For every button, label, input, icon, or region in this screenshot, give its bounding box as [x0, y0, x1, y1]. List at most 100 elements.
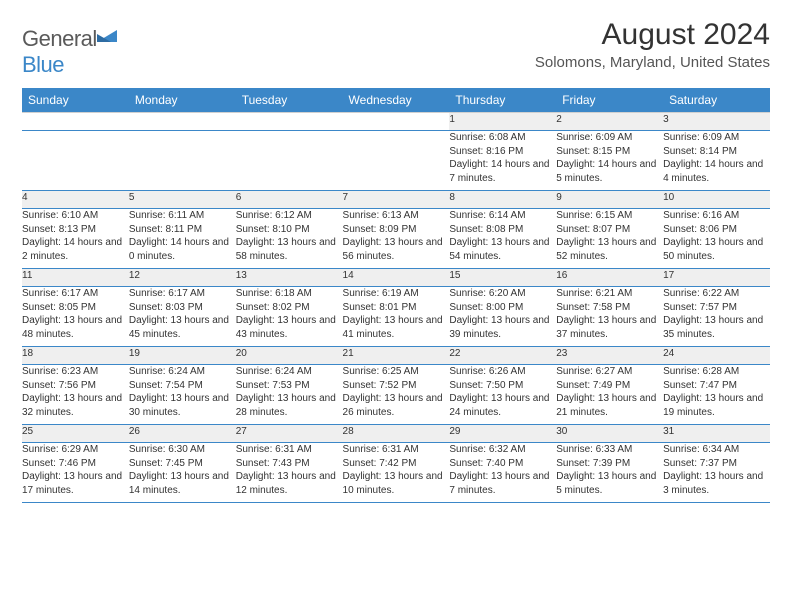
day-detail-cell: Sunrise: 6:17 AMSunset: 8:03 PMDaylight:…	[129, 287, 236, 347]
day-detail-cell: Sunrise: 6:28 AMSunset: 7:47 PMDaylight:…	[663, 365, 770, 425]
sunset-text: Sunset: 7:49 PM	[556, 379, 663, 393]
sunset-text: Sunset: 8:09 PM	[343, 223, 450, 237]
sunrise-text: Sunrise: 6:14 AM	[449, 209, 556, 223]
day-detail-row: Sunrise: 6:17 AMSunset: 8:05 PMDaylight:…	[22, 287, 770, 347]
sunset-text: Sunset: 7:56 PM	[22, 379, 129, 393]
sunset-text: Sunset: 8:00 PM	[449, 301, 556, 315]
sunset-text: Sunset: 8:16 PM	[449, 145, 556, 159]
day-number-cell: 2	[556, 113, 663, 131]
logo-triangle-icon	[97, 30, 119, 46]
day-number-cell: 9	[556, 191, 663, 209]
day-detail-cell: Sunrise: 6:25 AMSunset: 7:52 PMDaylight:…	[343, 365, 450, 425]
day-header: Tuesday	[236, 88, 343, 113]
day-detail-cell: Sunrise: 6:31 AMSunset: 7:43 PMDaylight:…	[236, 443, 343, 503]
day-number-cell: 21	[343, 347, 450, 365]
day-detail-cell	[22, 131, 129, 191]
day-number-cell: 19	[129, 347, 236, 365]
day-detail-cell: Sunrise: 6:29 AMSunset: 7:46 PMDaylight:…	[22, 443, 129, 503]
day-detail-row: Sunrise: 6:23 AMSunset: 7:56 PMDaylight:…	[22, 365, 770, 425]
sunrise-text: Sunrise: 6:16 AM	[663, 209, 770, 223]
sunrise-text: Sunrise: 6:25 AM	[343, 365, 450, 379]
calendar-table: SundayMondayTuesdayWednesdayThursdayFrid…	[22, 88, 770, 503]
calendar-page: General Blue August 2024 Solomons, Maryl…	[0, 0, 792, 521]
day-detail-cell: Sunrise: 6:24 AMSunset: 7:53 PMDaylight:…	[236, 365, 343, 425]
day-detail-cell: Sunrise: 6:23 AMSunset: 7:56 PMDaylight:…	[22, 365, 129, 425]
day-detail-row: Sunrise: 6:08 AMSunset: 8:16 PM Daylight:…	[22, 131, 770, 191]
day-number-cell: 13	[236, 269, 343, 287]
daylight-text: Daylight: 13 hours and 7 minutes.	[449, 470, 556, 497]
brand-part1: General	[22, 26, 97, 51]
sunset-text: Sunset: 8:06 PM	[663, 223, 770, 237]
daylight-text: Daylight: 13 hours and 32 minutes.	[22, 392, 129, 419]
day-number-cell: 3	[663, 113, 770, 131]
day-number-cell: 24	[663, 347, 770, 365]
day-detail-cell: Sunrise: 6:14 AMSunset: 8:08 PMDaylight:…	[449, 209, 556, 269]
daylight-text: Daylight: 13 hours and 35 minutes.	[663, 314, 770, 341]
day-detail-cell: Sunrise: 6:09 AMSunset: 8:15 PMDaylight:…	[556, 131, 663, 191]
day-detail-cell: Sunrise: 6:08 AMSunset: 8:16 PMDaylight:…	[449, 131, 556, 191]
sunset-text: Sunset: 7:47 PM	[663, 379, 770, 393]
sunrise-text: Sunrise: 6:23 AM	[22, 365, 129, 379]
sunset-text: Sunset: 7:54 PM	[129, 379, 236, 393]
sunrise-text: Sunrise: 6:18 AM	[236, 287, 343, 301]
sunrise-text: Sunrise: 6:26 AM	[449, 365, 556, 379]
day-detail-cell: Sunrise: 6:26 AMSunset: 7:50 PMDaylight:…	[449, 365, 556, 425]
daylight-text: Daylight: 14 hours and 4 minutes.	[663, 158, 770, 185]
sunrise-text: Sunrise: 6:32 AM	[449, 443, 556, 457]
sunrise-text: Sunrise: 6:17 AM	[22, 287, 129, 301]
sunrise-text: Sunrise: 6:31 AM	[343, 443, 450, 457]
day-header: Friday	[556, 88, 663, 113]
brand-name: General Blue	[22, 26, 119, 78]
sunset-text: Sunset: 7:58 PM	[556, 301, 663, 315]
sunset-text: Sunset: 8:02 PM	[236, 301, 343, 315]
day-number-cell: 11	[22, 269, 129, 287]
day-detail-cell: Sunrise: 6:17 AMSunset: 8:05 PMDaylight:…	[22, 287, 129, 347]
day-number-cell: 16	[556, 269, 663, 287]
daylight-text: Daylight: 13 hours and 39 minutes.	[449, 314, 556, 341]
calendar-header-row: SundayMondayTuesdayWednesdayThursdayFrid…	[22, 88, 770, 113]
day-detail-cell: Sunrise: 6:20 AMSunset: 8:00 PMDaylight:…	[449, 287, 556, 347]
daylight-text: Daylight: 13 hours and 52 minutes.	[556, 236, 663, 263]
day-number-cell	[343, 113, 450, 131]
sunrise-text: Sunrise: 6:31 AM	[236, 443, 343, 457]
daylight-text: Daylight: 13 hours and 12 minutes.	[236, 470, 343, 497]
sunrise-text: Sunrise: 6:09 AM	[663, 131, 770, 145]
day-detail-cell: Sunrise: 6:33 AMSunset: 7:39 PMDaylight:…	[556, 443, 663, 503]
day-number-cell: 7	[343, 191, 450, 209]
day-detail-cell: Sunrise: 6:21 AMSunset: 7:58 PMDaylight:…	[556, 287, 663, 347]
day-number-cell: 22	[449, 347, 556, 365]
sunrise-text: Sunrise: 6:08 AM	[449, 131, 556, 145]
day-number-cell	[22, 113, 129, 131]
sunrise-text: Sunrise: 6:34 AM	[663, 443, 770, 457]
day-number-cell: 18	[22, 347, 129, 365]
page-header: General Blue August 2024 Solomons, Maryl…	[22, 18, 770, 78]
daylight-text: Daylight: 13 hours and 28 minutes.	[236, 392, 343, 419]
daylight-text: Daylight: 13 hours and 45 minutes.	[129, 314, 236, 341]
daylight-text: Daylight: 13 hours and 10 minutes.	[343, 470, 450, 497]
day-number-cell: 14	[343, 269, 450, 287]
day-header: Saturday	[663, 88, 770, 113]
day-detail-cell: Sunrise: 6:22 AMSunset: 7:57 PMDaylight:…	[663, 287, 770, 347]
sunset-text: Sunset: 7:39 PM	[556, 457, 663, 471]
daylight-text: Daylight: 13 hours and 41 minutes.	[343, 314, 450, 341]
sunrise-text: Sunrise: 6:24 AM	[236, 365, 343, 379]
sunset-text: Sunset: 8:11 PM	[129, 223, 236, 237]
day-detail-cell: Sunrise: 6:15 AMSunset: 8:07 PMDaylight:…	[556, 209, 663, 269]
sunset-text: Sunset: 8:15 PM	[556, 145, 663, 159]
sunset-text: Sunset: 8:01 PM	[343, 301, 450, 315]
day-number-cell: 10	[663, 191, 770, 209]
sunset-text: Sunset: 8:14 PM	[663, 145, 770, 159]
day-detail-row: Sunrise: 6:10 AMSunset: 8:13 PMDaylight:…	[22, 209, 770, 269]
daylight-text: Daylight: 13 hours and 37 minutes.	[556, 314, 663, 341]
day-number-row: 123	[22, 113, 770, 131]
daylight-text: Daylight: 13 hours and 48 minutes.	[22, 314, 129, 341]
day-number-row: 45678910	[22, 191, 770, 209]
daylight-text: Daylight: 13 hours and 3 minutes.	[663, 470, 770, 497]
day-header: Wednesday	[343, 88, 450, 113]
sunset-text: Sunset: 7:57 PM	[663, 301, 770, 315]
day-detail-cell: Sunrise: 6:11 AMSunset: 8:11 PMDaylight:…	[129, 209, 236, 269]
day-detail-cell: Sunrise: 6:34 AMSunset: 7:37 PMDaylight:…	[663, 443, 770, 503]
day-number-cell: 1	[449, 113, 556, 131]
day-number-cell	[236, 113, 343, 131]
title-block: August 2024 Solomons, Maryland, United S…	[535, 18, 770, 71]
